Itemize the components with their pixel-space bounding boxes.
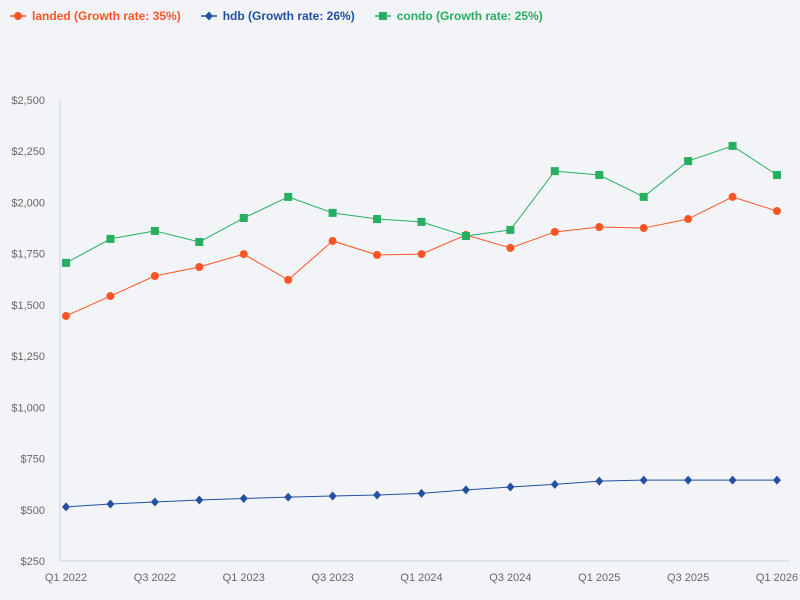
hdb-data-point xyxy=(595,476,604,486)
square-marker-icon xyxy=(374,12,391,20)
hdb-data-point xyxy=(417,488,426,498)
legend-item-landed[interactable]: landed (Growth rate: 35%) xyxy=(10,9,181,23)
condo-data-point xyxy=(239,214,248,223)
landed-data-point xyxy=(150,271,159,280)
diamond-marker-icon xyxy=(200,11,217,21)
landed-data-point xyxy=(550,227,559,236)
landed-data-point xyxy=(328,236,337,245)
condo-data-point xyxy=(595,170,604,179)
condo-data-point xyxy=(506,225,515,234)
legend: landed (Growth rate: 35%) hdb (Growth rat… xyxy=(10,9,543,23)
legend-item-condo[interactable]: condo (Growth rate: 25%) xyxy=(374,9,543,23)
landed-data-point xyxy=(239,250,248,259)
hdb-data-point xyxy=(728,475,737,485)
y-tick-label: $1,750 xyxy=(11,249,45,261)
legend-label: landed (Growth rate: 35%) xyxy=(32,9,181,23)
hdb-data-point xyxy=(284,492,293,502)
condo-data-point xyxy=(150,226,159,235)
hdb-data-point xyxy=(195,495,204,505)
y-tick-label: $1,250 xyxy=(11,351,45,363)
condo-data-point xyxy=(550,167,559,176)
y-tick-label: $500 xyxy=(21,505,45,517)
x-tick-label: Q3 2022 xyxy=(134,572,176,584)
condo-data-point xyxy=(684,157,693,166)
landed-data-point xyxy=(195,262,204,271)
x-tick-label: Q3 2024 xyxy=(489,572,531,584)
condo-data-point xyxy=(639,192,648,201)
x-tick-label: Q1 2026 xyxy=(756,572,798,584)
landed-data-point xyxy=(284,275,293,284)
landed-data-point xyxy=(639,224,648,233)
condo-data-point xyxy=(284,192,293,201)
condo-data-point xyxy=(773,170,781,179)
circle-marker-icon xyxy=(10,12,26,20)
condo-data-point xyxy=(62,258,70,267)
hdb-data-point xyxy=(461,485,470,495)
landed-data-point xyxy=(417,250,426,259)
landed-data-point xyxy=(506,243,515,252)
hdb-data-point xyxy=(684,475,693,485)
x-tick-label: Q1 2025 xyxy=(578,572,620,584)
y-tick-label: $1,500 xyxy=(11,300,45,312)
y-tick-label: $250 xyxy=(21,556,45,568)
legend-label: hdb (Growth rate: 26%) xyxy=(222,9,355,23)
y-tick-label: $2,000 xyxy=(11,197,45,209)
landed-data-point xyxy=(684,215,693,224)
hdb-data-point xyxy=(373,490,382,500)
x-tick-label: Q3 2023 xyxy=(312,572,354,584)
x-tick-label: Q1 2022 xyxy=(45,572,87,584)
legend-label: condo (Growth rate: 25%) xyxy=(396,9,543,23)
landed-data-point xyxy=(595,223,604,232)
condo-data-point xyxy=(328,208,337,217)
hdb-data-point xyxy=(239,494,248,504)
hdb-data-point xyxy=(639,475,648,485)
landed-data-point xyxy=(62,311,70,320)
hdb-data-point xyxy=(550,479,559,489)
x-tick-label: Q1 2024 xyxy=(400,572,442,584)
condo-data-point xyxy=(461,232,470,241)
hdb-data-point xyxy=(773,475,781,485)
condo-data-point xyxy=(417,217,426,226)
condo-series-line xyxy=(65,145,778,264)
condo-data-point xyxy=(373,215,382,224)
y-tick-label: $2,250 xyxy=(11,146,45,158)
condo-data-point xyxy=(195,237,204,246)
hdb-data-point xyxy=(150,497,159,507)
hdb-data-point xyxy=(106,499,115,509)
hdb-data-point xyxy=(506,482,515,492)
condo-data-point xyxy=(106,234,115,243)
x-tick-label: Q1 2023 xyxy=(223,572,265,584)
landed-data-point xyxy=(106,292,115,301)
hdb-data-point xyxy=(328,491,337,501)
hdb-data-point xyxy=(62,502,70,512)
y-tick-label: $2,500 xyxy=(11,95,45,107)
condo-data-point xyxy=(728,141,737,150)
legend-item-hdb[interactable]: hdb (Growth rate: 26%) xyxy=(200,9,355,23)
x-tick-label: Q3 2025 xyxy=(667,572,709,584)
landed-data-point xyxy=(373,250,382,259)
landed-data-point xyxy=(728,192,737,201)
y-tick-label: $750 xyxy=(21,454,45,466)
landed-data-point xyxy=(773,207,781,216)
y-tick-label: $1,000 xyxy=(11,402,45,414)
